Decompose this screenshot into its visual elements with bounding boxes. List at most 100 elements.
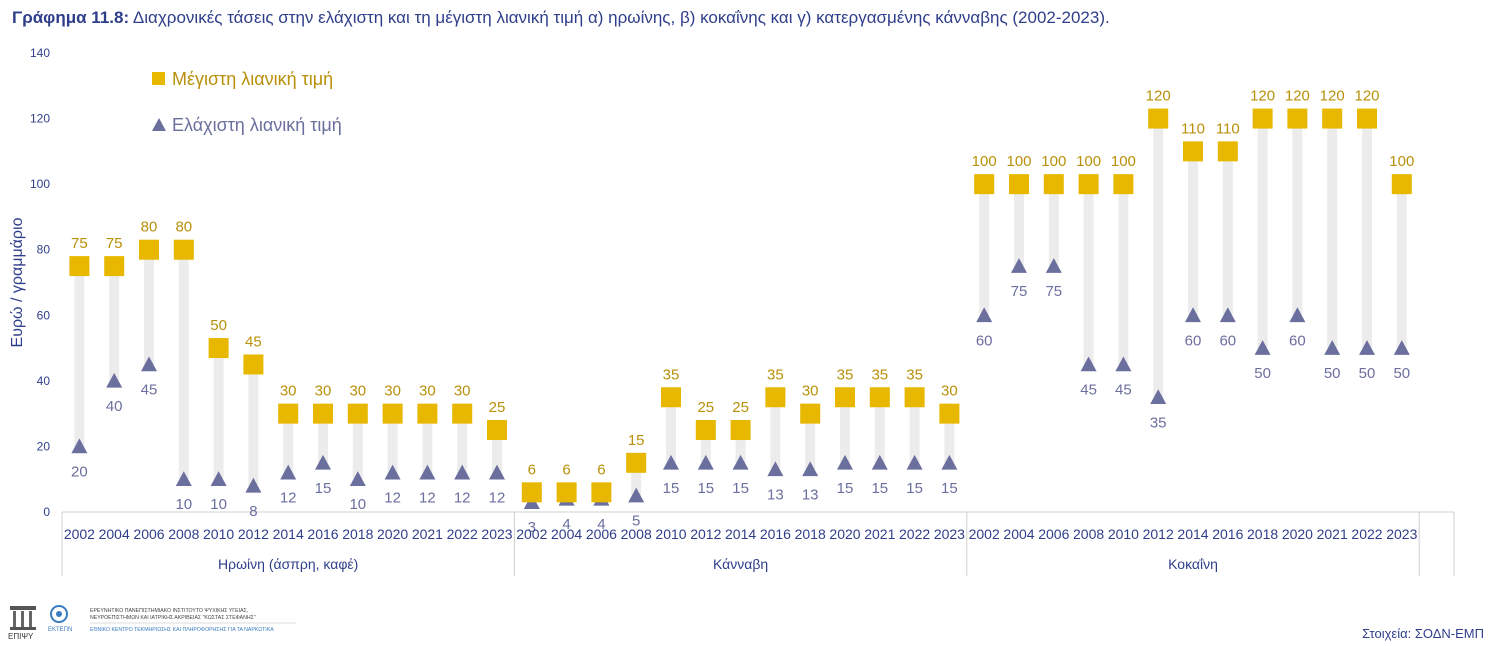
- max-marker: [556, 482, 577, 503]
- group-label: Ηρωίνη (άσπρη, καφέ): [218, 556, 358, 572]
- max-marker: [382, 403, 403, 424]
- x-tick-label: 2023: [1386, 526, 1417, 542]
- max-data-label: 30: [802, 383, 819, 400]
- min-marker: [1011, 258, 1027, 273]
- min-marker: [141, 356, 157, 372]
- x-tick-label: 2002: [516, 526, 547, 542]
- min-marker: [1115, 356, 1132, 372]
- min-data-label: 12: [384, 490, 401, 507]
- group-label: Κοκαΐνη: [1168, 556, 1218, 572]
- x-tick-label: 2006: [133, 526, 164, 542]
- x-tick-label: 2016: [760, 526, 791, 542]
- min-data-label: 40: [106, 398, 123, 415]
- max-marker: [800, 403, 821, 424]
- min-data-label: 45: [141, 381, 158, 398]
- max-marker: [1009, 174, 1029, 195]
- x-tick-label: 2018: [1247, 526, 1278, 542]
- max-data-label: 120: [1354, 88, 1379, 105]
- max-marker: [835, 387, 855, 408]
- min-marker: [1219, 307, 1236, 323]
- max-data-label: 25: [489, 399, 506, 416]
- x-tick-label: 2008: [621, 526, 652, 542]
- min-data-label: 75: [1011, 283, 1028, 300]
- x-tick-label: 2020: [1282, 526, 1313, 542]
- min-data-label: 15: [697, 480, 714, 497]
- min-marker: [837, 454, 853, 470]
- x-tick-label: 2021: [864, 526, 895, 542]
- x-tick-label: 2016: [307, 526, 338, 542]
- min-marker: [1185, 307, 1201, 323]
- min-marker: [697, 454, 714, 470]
- min-data-label: 60: [1219, 332, 1236, 349]
- y-tick-label: 40: [37, 374, 51, 388]
- y-tick-label: 120: [30, 112, 50, 126]
- x-tick-label: 2014: [725, 526, 756, 542]
- min-data-label: 15: [871, 480, 888, 497]
- max-data-label: 120: [1146, 88, 1171, 105]
- max-marker: [765, 387, 786, 408]
- x-tick-label: 2023: [481, 526, 512, 542]
- max-data-label: 75: [71, 235, 88, 252]
- group-label: Κάνναβη: [713, 556, 768, 572]
- min-marker: [384, 464, 401, 480]
- min-marker: [106, 372, 123, 388]
- min-marker: [1289, 307, 1306, 323]
- min-data-label: 4: [597, 516, 605, 533]
- y-tick-label: 60: [37, 308, 51, 322]
- max-data-label: 6: [597, 461, 605, 478]
- chart-title-number: Γράφημα 11.8:: [12, 8, 130, 27]
- ektepn-logo-text: ΕΚΤΕΠΝ: [48, 627, 72, 633]
- x-tick-label: 2002: [969, 526, 1000, 542]
- min-data-label: 45: [1115, 381, 1132, 398]
- min-data-label: 35: [1150, 414, 1167, 431]
- epipsy-logo-icon: ΕΠΙΨΥ: [8, 606, 36, 641]
- max-data-label: 80: [175, 219, 192, 236]
- max-data-label: 6: [528, 461, 536, 478]
- max-marker: [1113, 174, 1134, 195]
- max-data-label: 110: [1181, 120, 1205, 137]
- max-data-label: 30: [384, 383, 401, 400]
- max-marker: [452, 403, 473, 424]
- max-data-label: 30: [419, 383, 436, 400]
- max-marker: [661, 387, 681, 408]
- x-tick-label: 2022: [1351, 526, 1382, 542]
- max-data-label: 25: [732, 399, 749, 416]
- max-marker: [69, 256, 90, 277]
- max-data-label: 35: [837, 366, 854, 383]
- x-tick-label: 2010: [1108, 526, 1139, 542]
- x-tick-label: 2012: [690, 526, 721, 542]
- x-tick-label: 2012: [1143, 526, 1174, 542]
- max-data-label: 100: [1006, 153, 1031, 170]
- min-marker: [419, 464, 436, 480]
- x-tick-label: 2021: [1317, 526, 1348, 542]
- min-data-label: 10: [175, 496, 192, 513]
- source-note: Στοιχεία: ΣΟΔΝ-ΕΜΠ: [1362, 626, 1484, 641]
- max-marker: [173, 239, 194, 260]
- max-data-label: 15: [628, 432, 645, 449]
- y-tick-label: 20: [37, 439, 51, 453]
- institute-line-1: ΕΡΕΥΝΗΤΙΚΟ ΠΑΝΕΠΙΣΤΗΜΙΑΚΟ ΙΝΣΤΙΤΟΥΤΟ ΨΥΧ…: [90, 608, 248, 614]
- min-data-label: 50: [1393, 365, 1410, 382]
- max-data-label: 100: [1041, 153, 1066, 170]
- max-data-label: 75: [106, 235, 123, 252]
- min-marker: [941, 454, 958, 470]
- min-marker: [732, 454, 749, 470]
- min-marker: [767, 461, 784, 477]
- max-data-label: 100: [972, 153, 997, 170]
- min-data-label: 60: [1289, 332, 1306, 349]
- min-data-label: 13: [767, 486, 784, 503]
- max-marker: [626, 452, 647, 473]
- max-marker: [1148, 108, 1169, 129]
- min-data-label: 45: [1080, 381, 1097, 398]
- min-marker: [1080, 356, 1097, 372]
- max-data-label: 80: [141, 219, 158, 236]
- max-marker: [1391, 174, 1412, 195]
- min-marker: [349, 471, 366, 487]
- x-tick-label: 2020: [377, 526, 408, 542]
- min-data-label: 8: [249, 503, 257, 520]
- y-tick-label: 0: [43, 505, 50, 519]
- min-marker: [1254, 340, 1271, 355]
- max-data-label: 35: [767, 366, 784, 383]
- min-data-label: 15: [941, 480, 958, 497]
- max-marker: [974, 174, 995, 195]
